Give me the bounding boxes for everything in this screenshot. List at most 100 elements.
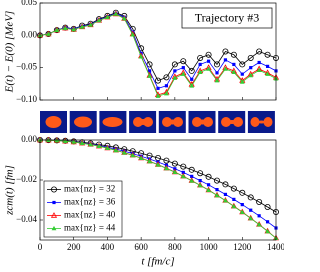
marker — [222, 48, 229, 55]
marker — [232, 62, 236, 67]
marker — [213, 61, 220, 68]
legend-label: max{nz} = 44 — [64, 223, 116, 233]
marker — [264, 203, 271, 210]
marker — [189, 83, 195, 88]
marker — [163, 74, 170, 81]
marker — [88, 142, 93, 147]
marker — [223, 192, 228, 196]
y-tick-label: 0.05 — [21, 0, 37, 7]
snapshot — [129, 111, 157, 133]
marker — [188, 166, 195, 173]
marker — [206, 187, 211, 192]
marker — [163, 157, 170, 164]
marker — [54, 27, 60, 32]
marker — [240, 72, 244, 76]
marker — [130, 152, 136, 158]
marker — [265, 71, 270, 76]
marker — [264, 51, 271, 58]
annotation-box — [181, 7, 273, 29]
x-tick-label: 1000 — [200, 242, 219, 252]
y-tick-label: −0.05 — [16, 62, 37, 72]
legend-marker — [52, 200, 56, 205]
marker — [105, 145, 110, 150]
marker — [105, 14, 110, 20]
marker — [172, 75, 178, 80]
marker — [79, 24, 85, 29]
marker — [215, 188, 219, 192]
marker — [198, 179, 202, 183]
snapshot — [218, 111, 246, 133]
marker — [256, 222, 262, 227]
marker — [171, 61, 178, 68]
snapshot — [69, 111, 97, 133]
marker — [249, 66, 253, 70]
marker — [223, 66, 228, 71]
marker — [147, 158, 152, 164]
marker — [181, 170, 185, 174]
marker — [37, 137, 43, 142]
marker — [230, 51, 237, 58]
snapshot — [247, 111, 275, 133]
marker — [205, 51, 212, 58]
x-tick-label: 0 — [38, 242, 43, 252]
marker — [96, 143, 102, 148]
marker — [248, 72, 254, 78]
marker — [121, 150, 127, 155]
series-line — [39, 12, 277, 82]
density-snapshots — [40, 111, 275, 133]
marker — [214, 78, 220, 83]
marker — [180, 163, 187, 170]
legend-label: max{nz} = 36 — [64, 197, 116, 207]
marker — [155, 162, 161, 167]
marker — [164, 90, 169, 96]
marker — [113, 11, 119, 16]
marker — [155, 93, 161, 98]
marker — [147, 73, 152, 78]
x-tick-label: 1200 — [233, 242, 252, 252]
marker — [247, 54, 254, 61]
marker — [154, 77, 161, 84]
y-tick-label: −0.02 — [16, 174, 37, 184]
x-tick-label: 200 — [67, 242, 81, 252]
marker — [256, 67, 262, 73]
legend-marker — [51, 225, 57, 231]
y-tick-label: −0.04 — [16, 214, 37, 224]
marker — [231, 203, 237, 209]
marker — [189, 178, 195, 183]
y-tick-label: 0.00 — [21, 29, 37, 39]
snapshot — [40, 111, 67, 133]
marker — [215, 71, 219, 75]
marker — [239, 79, 245, 84]
legend-label: max{nz} = 40 — [64, 210, 116, 220]
snapshot — [188, 111, 216, 133]
marker — [130, 32, 136, 37]
marker — [240, 203, 244, 207]
x-tick-label: 600 — [134, 242, 148, 252]
x-axis-label: t [fm/c] — [141, 256, 174, 268]
marker — [249, 208, 253, 212]
snapshot — [99, 111, 127, 133]
marker — [197, 69, 203, 74]
y-tick-label: −0.10 — [16, 94, 37, 104]
marker — [265, 228, 270, 234]
marker — [232, 197, 236, 201]
marker — [62, 138, 68, 143]
legend-label: max{nz} = 32 — [64, 184, 115, 194]
marker — [222, 181, 229, 188]
plot-frame — [39, 2, 277, 101]
annotation: Trajectory #3 — [195, 10, 260, 24]
marker — [88, 22, 93, 27]
marker — [164, 165, 169, 171]
marker — [180, 58, 187, 65]
marker — [239, 189, 246, 196]
marker — [214, 192, 220, 198]
marker — [147, 69, 152, 73]
marker — [248, 215, 254, 221]
marker — [223, 58, 228, 62]
marker — [230, 185, 237, 192]
marker — [172, 169, 178, 174]
marker — [205, 173, 212, 180]
marker — [62, 25, 68, 31]
marker — [138, 155, 144, 160]
marker — [239, 61, 246, 68]
